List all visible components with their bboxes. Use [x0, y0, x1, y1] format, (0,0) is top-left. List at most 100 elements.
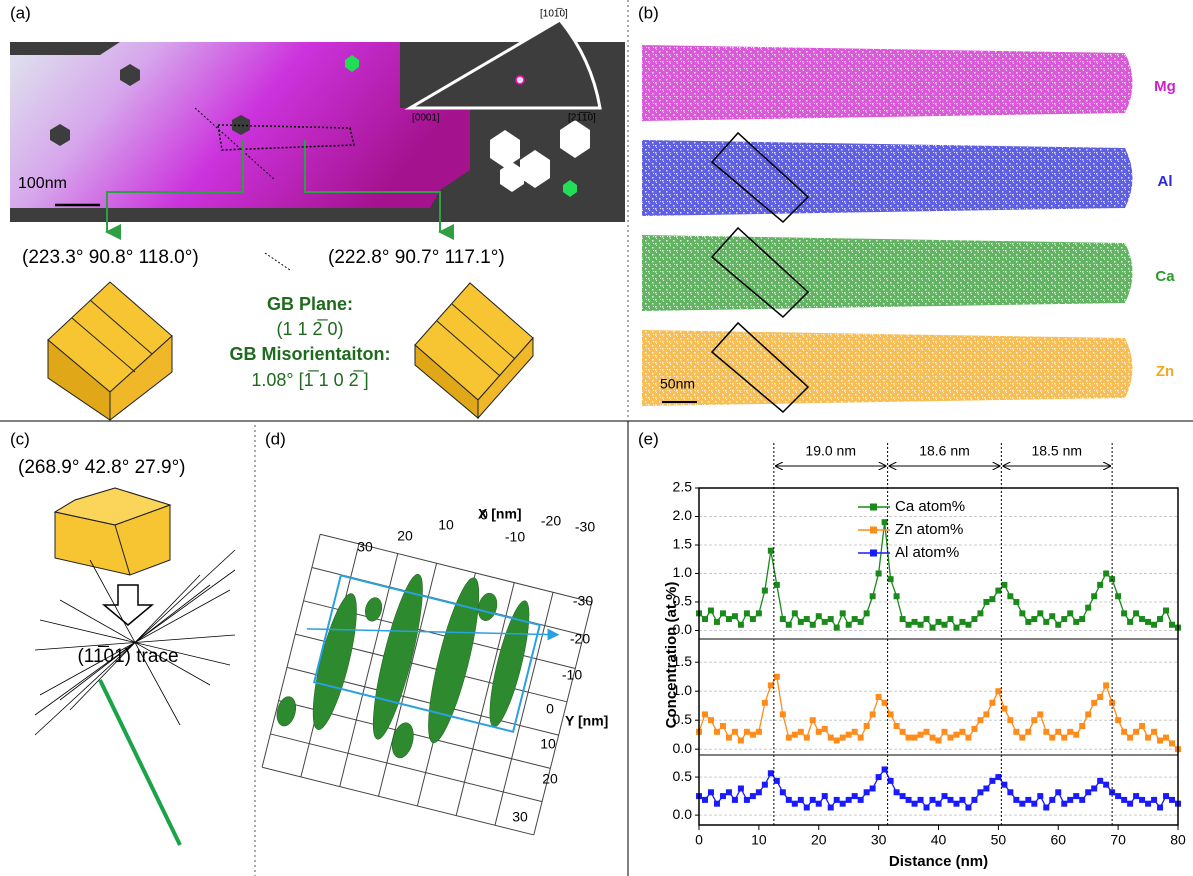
marker [1157, 616, 1163, 622]
marker [1013, 729, 1019, 735]
legend-marker [870, 527, 877, 534]
marker [1163, 793, 1169, 799]
marker [1049, 613, 1055, 619]
x-axis-label: Distance (nm) [889, 853, 988, 870]
marker [864, 610, 870, 616]
marker [792, 801, 798, 807]
marker [1091, 593, 1097, 599]
marker [1061, 735, 1067, 741]
marker [804, 805, 810, 811]
ipf-label: [101̅0] [540, 8, 568, 20]
marker [810, 622, 816, 628]
marker [941, 622, 947, 628]
marker [1121, 797, 1127, 803]
marker [882, 519, 888, 525]
marker [822, 726, 828, 732]
marker [738, 622, 744, 628]
marker [882, 766, 888, 772]
legend-label: Zn atom% [895, 521, 963, 538]
marker [822, 619, 828, 625]
marker [708, 717, 714, 723]
legend-marker [870, 550, 877, 557]
grid-line [262, 767, 534, 835]
marker [702, 616, 708, 622]
marker [1145, 735, 1151, 741]
marker [989, 778, 995, 784]
marker [977, 717, 983, 723]
panel-label: (c) [10, 429, 30, 448]
marker [912, 619, 918, 625]
marker [936, 801, 942, 807]
marker [1019, 610, 1025, 616]
marker [1163, 608, 1169, 614]
marker [888, 778, 894, 784]
y-tick-label: 2.0 [673, 507, 693, 523]
marker [900, 616, 906, 622]
y-tick-label: 1.0 [673, 564, 693, 580]
marker [1151, 622, 1157, 628]
marker [840, 735, 846, 741]
marker [1169, 797, 1175, 803]
x-tick-label: 80 [1170, 832, 1186, 848]
axis-tick-label: 0 [546, 701, 554, 717]
marker [786, 735, 792, 741]
marker [846, 622, 852, 628]
marker [1151, 797, 1157, 803]
marker [1037, 793, 1043, 799]
marker [762, 588, 768, 594]
marker [756, 610, 762, 616]
marker [828, 805, 834, 811]
marker [1157, 805, 1163, 811]
marker [1103, 682, 1109, 688]
marker [870, 785, 876, 791]
marker [1007, 789, 1013, 795]
marker [798, 797, 804, 803]
marker [941, 793, 947, 799]
euler-angles: (268.9° 42.8° 27.9°) [18, 457, 186, 478]
marker [864, 789, 870, 795]
marker [1103, 570, 1109, 576]
marker [780, 789, 786, 795]
marker [1121, 610, 1127, 616]
marker [971, 726, 977, 732]
marker [1127, 801, 1133, 807]
axis-title: X [nm] [478, 506, 522, 522]
marker [1115, 593, 1121, 599]
marker [774, 778, 780, 784]
marker [1133, 610, 1139, 616]
marker [804, 735, 810, 741]
marker [792, 732, 798, 738]
marker [816, 801, 822, 807]
marker [1145, 619, 1151, 625]
axis-tick-label: 20 [542, 771, 558, 787]
marker [1055, 789, 1061, 795]
x-tick-label: 60 [1050, 832, 1066, 848]
marker [977, 610, 983, 616]
marker [1067, 610, 1073, 616]
marker [1031, 717, 1037, 723]
atom-map-texture [642, 45, 1133, 121]
marker [1079, 723, 1085, 729]
marker [1025, 797, 1031, 803]
atom-map-texture [642, 330, 1133, 406]
panel-label: (d) [265, 429, 286, 448]
marker [1151, 729, 1157, 735]
marker [924, 616, 930, 622]
marker [947, 616, 953, 622]
gb-title: GB Plane: [267, 294, 353, 314]
axis-tick-label: 30 [512, 809, 528, 825]
marker [1043, 805, 1049, 811]
marker [708, 789, 714, 795]
marker [780, 616, 786, 622]
marker [852, 793, 858, 799]
marker [1061, 616, 1067, 622]
trace-line [100, 680, 180, 845]
marker [959, 797, 965, 803]
scale-label: 100nm [18, 175, 67, 192]
marker [918, 622, 924, 628]
marker [888, 576, 894, 582]
panel-label: (b) [638, 3, 659, 22]
marker [882, 700, 888, 706]
marker [936, 619, 942, 625]
marker [804, 616, 810, 622]
